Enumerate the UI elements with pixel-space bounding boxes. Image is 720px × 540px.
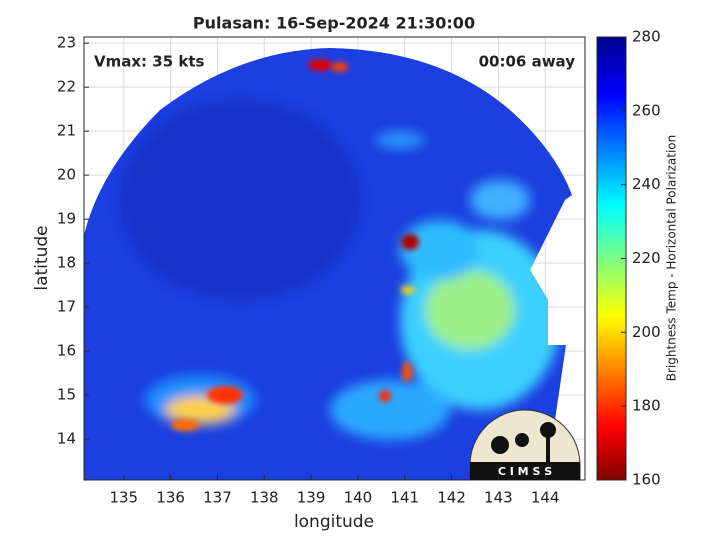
annotation: 00:06 away xyxy=(479,53,576,71)
colorbar-tick-label: 160 xyxy=(632,471,661,489)
y-tick-label: 21 xyxy=(57,122,76,140)
cimss-logo: C I M S S xyxy=(469,409,581,481)
colorbar-tick-label: 240 xyxy=(632,175,661,193)
y-tick-label: 14 xyxy=(57,430,76,448)
y-tick-label: 20 xyxy=(57,166,76,184)
y-tick-label: 15 xyxy=(57,386,76,404)
x-tick-label: 141 xyxy=(390,489,419,507)
colorbar-tick-label: 260 xyxy=(632,101,661,119)
x-tick-label: 137 xyxy=(203,489,232,507)
x-axis-label: longitude xyxy=(294,512,374,532)
colorbar-tick-label: 280 xyxy=(632,28,661,46)
x-tick-label: 143 xyxy=(484,489,513,507)
plot-frame xyxy=(83,36,586,481)
x-tick-label: 138 xyxy=(250,489,279,507)
y-tick-label: 16 xyxy=(57,342,76,360)
annotation: Vmax: 35 kts xyxy=(94,53,204,71)
x-tick-label: 140 xyxy=(344,489,373,507)
y-tick-label: 17 xyxy=(57,298,76,316)
colorbar-tick-label: 200 xyxy=(632,323,661,341)
y-axis-label: latitude xyxy=(32,225,52,290)
colorbar-label: Brightness Temp - Horizontal Polarizatio… xyxy=(665,135,679,382)
x-tick-label: 139 xyxy=(297,489,326,507)
y-tick-label: 19 xyxy=(57,210,76,228)
logo-text: C I M S S xyxy=(498,465,552,478)
x-tick-label: 136 xyxy=(156,489,185,507)
y-tick-label: 22 xyxy=(57,78,76,96)
y-tick-label: 18 xyxy=(57,254,76,272)
x-tick-label: 144 xyxy=(531,489,560,507)
swath-image xyxy=(84,48,572,480)
y-tick-label: 23 xyxy=(57,34,76,52)
colorbar-tick-label: 220 xyxy=(632,249,661,267)
x-tick-label: 142 xyxy=(437,489,466,507)
x-tick-label: 135 xyxy=(109,489,138,507)
colorbar-tick-label: 180 xyxy=(632,397,661,415)
chart-title: Pulasan: 16-Sep-2024 21:30:00 xyxy=(193,14,475,33)
